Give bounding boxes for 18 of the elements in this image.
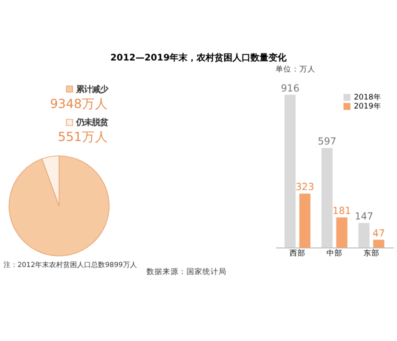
data-label: 323 (296, 182, 314, 194)
legend-label: 累计减少 (74, 84, 109, 94)
data-label: 916 (280, 83, 300, 94)
data-label: 47 (372, 228, 385, 240)
data-label: 9348万人 (50, 96, 108, 111)
pie-slice (8, 155, 110, 256)
text: 2012—2019年末，农村贫困人口数量变化 (110, 52, 288, 64)
bar (284, 94, 296, 248)
data-label: 181 (332, 206, 352, 217)
bar (373, 240, 384, 248)
data-label: 551万人 (58, 129, 108, 144)
bar (336, 217, 348, 248)
bar (299, 194, 310, 248)
data-label: 147 (354, 212, 374, 223)
bar (358, 223, 370, 248)
data-label: 597 (318, 136, 336, 148)
legend-label: 仍未脱贫 (74, 117, 108, 128)
bar (321, 148, 333, 248)
